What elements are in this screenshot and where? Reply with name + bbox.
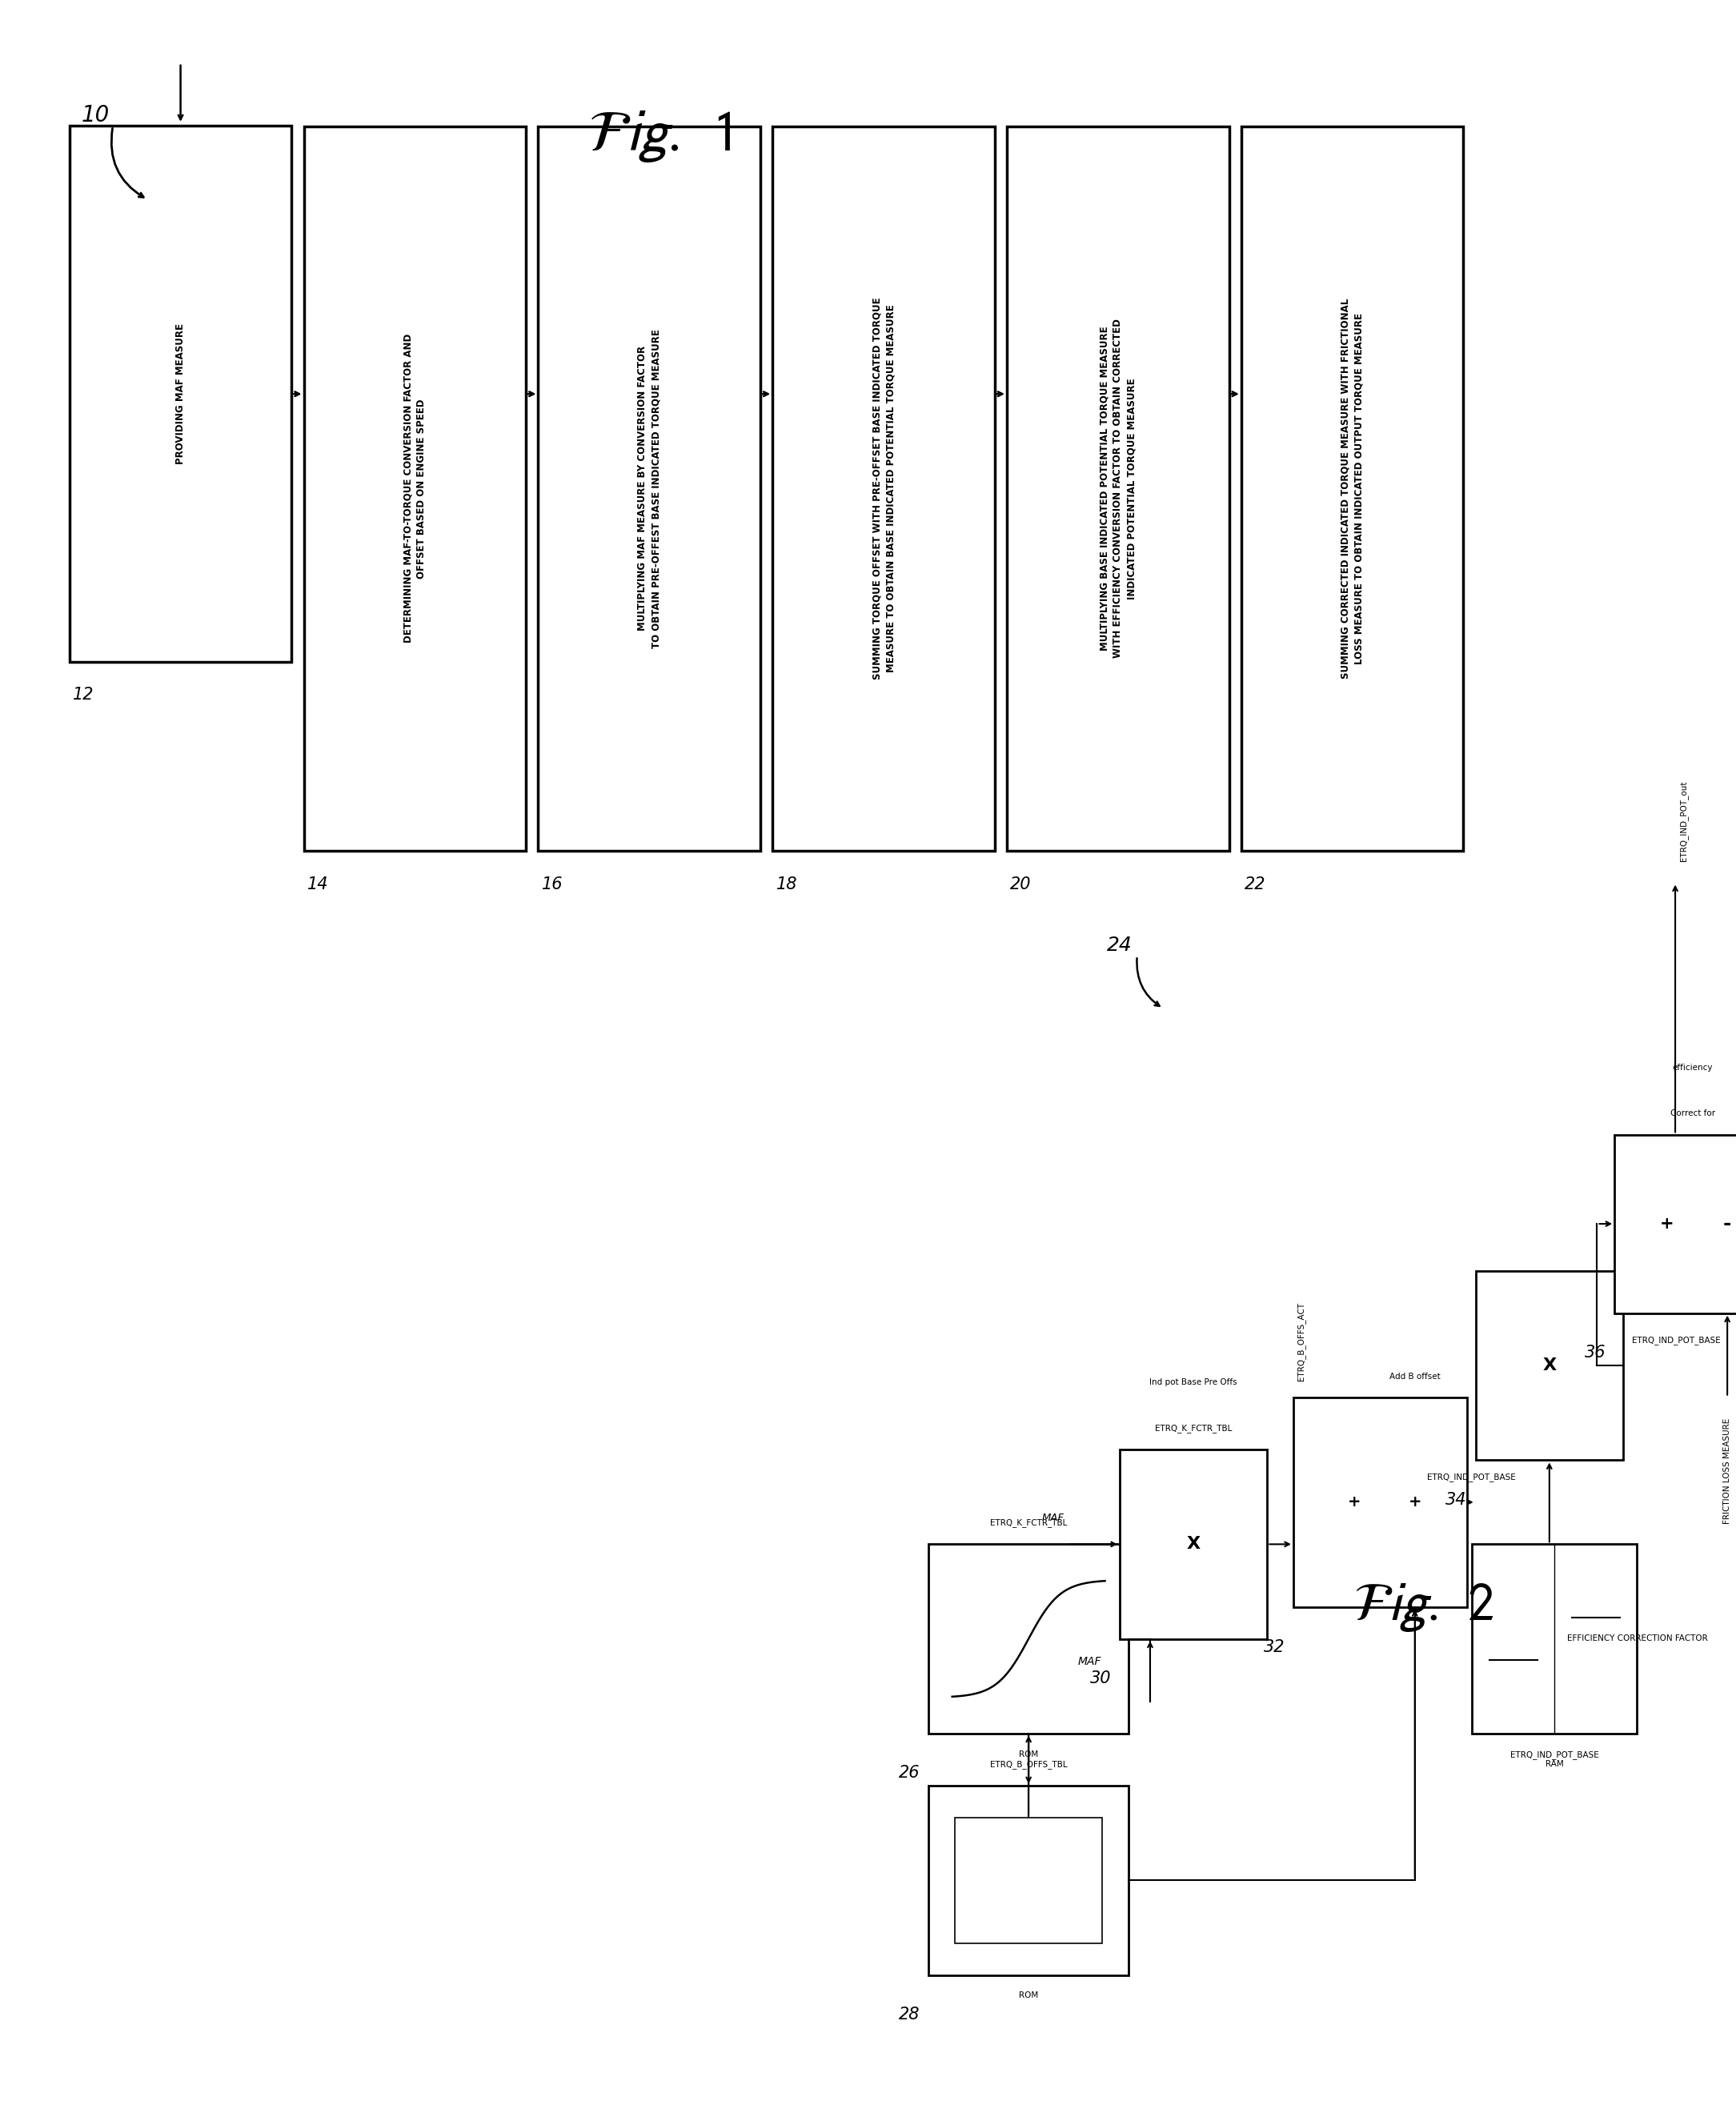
Text: 28: 28 bbox=[899, 2006, 920, 2023]
Text: 30: 30 bbox=[1090, 1670, 1111, 1687]
Text: X: X bbox=[1187, 1536, 1200, 1553]
Bar bbox=[1293, 1397, 1467, 1607]
Text: EFFICIENCY CORRECTION FACTOR: EFFICIENCY CORRECTION FACTOR bbox=[1566, 1635, 1708, 1643]
Text: SUMMING CORRECTED INDICATED TORQUE MEASURE WITH FRICTIONAL
LOSS MEASURE TO OBTAI: SUMMING CORRECTED INDICATED TORQUE MEASU… bbox=[1340, 298, 1364, 679]
Text: ETRQ_B_OFFS_ACT: ETRQ_B_OFFS_ACT bbox=[1297, 1303, 1305, 1380]
Bar bbox=[1614, 1135, 1736, 1313]
Text: ETRQ_B_OFFS_TBL: ETRQ_B_OFFS_TBL bbox=[990, 1761, 1068, 1769]
Text: 10: 10 bbox=[82, 105, 109, 126]
Text: ROM: ROM bbox=[1019, 1992, 1038, 2000]
Text: PROVIDING MAF MEASURE: PROVIDING MAF MEASURE bbox=[175, 324, 186, 464]
Text: 20: 20 bbox=[1010, 876, 1031, 893]
Bar bbox=[1007, 126, 1229, 851]
Text: MAF: MAF bbox=[1042, 1513, 1064, 1523]
Text: SUMMING TORQUE OFFSET WITH PRE-OFFSET BASE INDICATED TORQUE
MEASURE TO OBTAIN BA: SUMMING TORQUE OFFSET WITH PRE-OFFSET BA… bbox=[871, 298, 896, 679]
Text: ETRQ_IND_POT_BASE
RAM: ETRQ_IND_POT_BASE RAM bbox=[1510, 1750, 1599, 1769]
Text: X: X bbox=[1543, 1357, 1555, 1374]
Text: ETRQ_IND_POT_BASE: ETRQ_IND_POT_BASE bbox=[1632, 1336, 1720, 1345]
Text: 18: 18 bbox=[776, 876, 797, 893]
Text: MAF: MAF bbox=[1078, 1656, 1101, 1666]
Text: 14: 14 bbox=[307, 876, 328, 893]
Bar bbox=[1476, 1271, 1623, 1460]
Text: 16: 16 bbox=[542, 876, 562, 893]
Text: Ind pot Base Pre Offs: Ind pot Base Pre Offs bbox=[1149, 1378, 1238, 1387]
Text: $\mathcal{Fig.\ 2}$: $\mathcal{Fig.\ 2}$ bbox=[1352, 1580, 1495, 1635]
Bar bbox=[773, 126, 995, 851]
Text: ETRQ_K_FCTR_TBL: ETRQ_K_FCTR_TBL bbox=[1154, 1424, 1233, 1433]
Text: FRICTION LOSS MEASURE: FRICTION LOSS MEASURE bbox=[1724, 1418, 1731, 1523]
Text: 36: 36 bbox=[1585, 1345, 1606, 1361]
Text: 32: 32 bbox=[1264, 1639, 1285, 1656]
Text: DETERMINING MAF-TO-TORQUE CONVERSION FACTOR AND
OFFSET BASED ON ENGINE SPEED: DETERMINING MAF-TO-TORQUE CONVERSION FAC… bbox=[403, 334, 427, 643]
Bar bbox=[929, 1544, 1128, 1733]
Bar bbox=[1120, 1450, 1267, 1639]
Text: 24: 24 bbox=[1108, 935, 1132, 956]
Bar bbox=[929, 1786, 1128, 1975]
Text: ETRQ_K_FCTR_TBL: ETRQ_K_FCTR_TBL bbox=[990, 1519, 1068, 1527]
Text: 26: 26 bbox=[899, 1765, 920, 1782]
Text: RPM: RPM bbox=[1017, 1866, 1040, 1876]
Text: 12: 12 bbox=[73, 687, 94, 704]
Text: 34: 34 bbox=[1446, 1492, 1467, 1509]
Bar bbox=[304, 126, 526, 851]
Text: MULTIPLYING MAF MEASURE BY CONVERSION FACTOR
TO OBTAIN PRE-OFFEST BASE INDICATED: MULTIPLYING MAF MEASURE BY CONVERSION FA… bbox=[637, 330, 661, 647]
Text: +: + bbox=[1347, 1494, 1361, 1511]
Text: ROM: ROM bbox=[1019, 1750, 1038, 1759]
Bar bbox=[1472, 1544, 1637, 1733]
Text: ETRQ_IND_POT_BASE: ETRQ_IND_POT_BASE bbox=[1427, 1473, 1516, 1481]
Text: efficiency: efficiency bbox=[1672, 1063, 1713, 1072]
Bar bbox=[955, 1817, 1102, 1943]
Text: ETRQ_IND_POT_out: ETRQ_IND_POT_out bbox=[1679, 782, 1689, 861]
Bar bbox=[1241, 126, 1463, 851]
Text: Add B offset: Add B offset bbox=[1389, 1372, 1441, 1380]
Text: +: + bbox=[1660, 1216, 1674, 1231]
Text: 22: 22 bbox=[1245, 876, 1266, 893]
Bar bbox=[538, 126, 760, 851]
Text: MULTIPLYING BASE INDICATED POTENTIAL TORQUE MEASURE
WITH EFFICIENCY CONVERSION F: MULTIPLYING BASE INDICATED POTENTIAL TOR… bbox=[1099, 319, 1137, 658]
Text: $\mathcal{Fig.\ 1}$: $\mathcal{Fig.\ 1}$ bbox=[589, 109, 731, 164]
Bar bbox=[69, 126, 292, 662]
Text: +: + bbox=[1408, 1494, 1422, 1511]
Text: Correct for: Correct for bbox=[1670, 1109, 1715, 1118]
Text: -: - bbox=[1724, 1214, 1731, 1233]
